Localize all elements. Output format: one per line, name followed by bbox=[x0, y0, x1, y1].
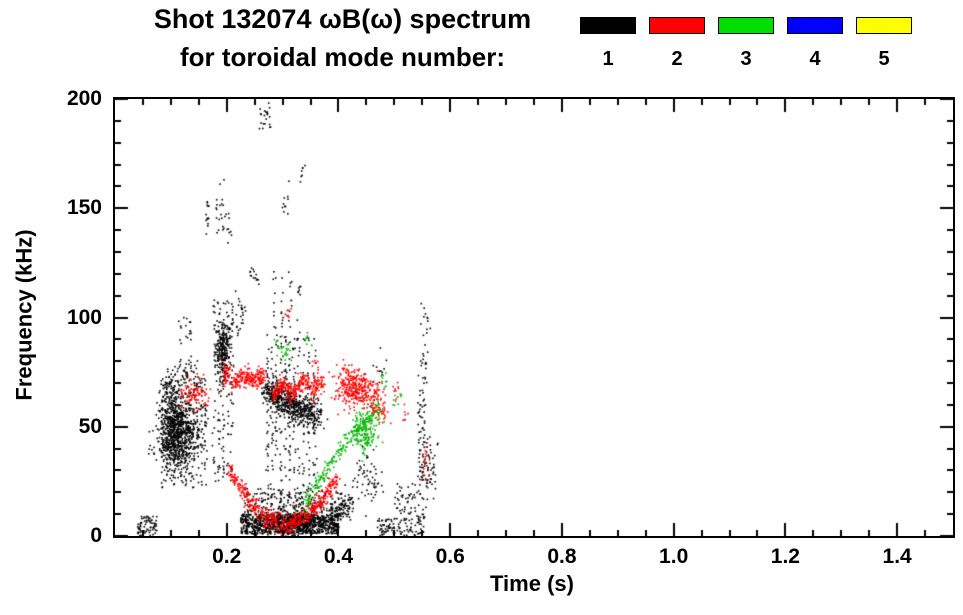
chart-title-line1: Shot 132074 ωB(ω) spectrum bbox=[153, 4, 532, 34]
y-tick-label: 150 bbox=[66, 196, 102, 220]
legend-swatch-icon bbox=[649, 17, 705, 34]
legend-label: 4 bbox=[809, 48, 821, 70]
legend-swatch-icon bbox=[787, 17, 843, 34]
legend-entry-mode-1: 1 bbox=[580, 17, 636, 71]
y-tick-label: 0 bbox=[90, 524, 102, 547]
legend-entry-mode-3: 3 bbox=[718, 17, 774, 71]
x-tick-label: 0.8 bbox=[547, 545, 577, 568]
mode-legend: 1 2 3 4 5 bbox=[580, 17, 912, 71]
chart-title: Shot 132074 ωB(ω) spectrum for toroidal … bbox=[110, 4, 575, 72]
legend-entry-mode-2: 2 bbox=[649, 17, 705, 71]
legend-swatch-icon bbox=[580, 17, 636, 34]
spectrum-canvas bbox=[115, 99, 953, 536]
chart-title-line2: for toroidal mode number: bbox=[180, 42, 505, 72]
legend-label: 3 bbox=[740, 48, 752, 70]
legend-entry-mode-4: 4 bbox=[787, 17, 843, 71]
x-tick-label: 0.4 bbox=[323, 545, 354, 568]
legend-swatch-icon bbox=[718, 17, 774, 34]
y-tick-label: 50 bbox=[78, 414, 102, 438]
legend-entry-mode-5: 5 bbox=[856, 17, 912, 71]
legend-label: 1 bbox=[602, 48, 614, 70]
legend-label: 2 bbox=[671, 48, 683, 70]
x-tick-label: 1.4 bbox=[882, 545, 912, 568]
x-tick-label: 0.6 bbox=[435, 545, 465, 568]
x-tick-label: 1.2 bbox=[770, 545, 800, 568]
x-tick-label: 0.2 bbox=[212, 545, 242, 568]
y-tick-label: 200 bbox=[66, 87, 102, 110]
plot-area bbox=[113, 97, 955, 538]
legend-label: 5 bbox=[878, 48, 890, 70]
x-tick-label: 1.0 bbox=[659, 545, 689, 568]
legend-swatch-icon bbox=[856, 17, 912, 34]
x-axis-label: Time (s) bbox=[490, 571, 574, 596]
y-tick-label: 100 bbox=[66, 305, 102, 329]
